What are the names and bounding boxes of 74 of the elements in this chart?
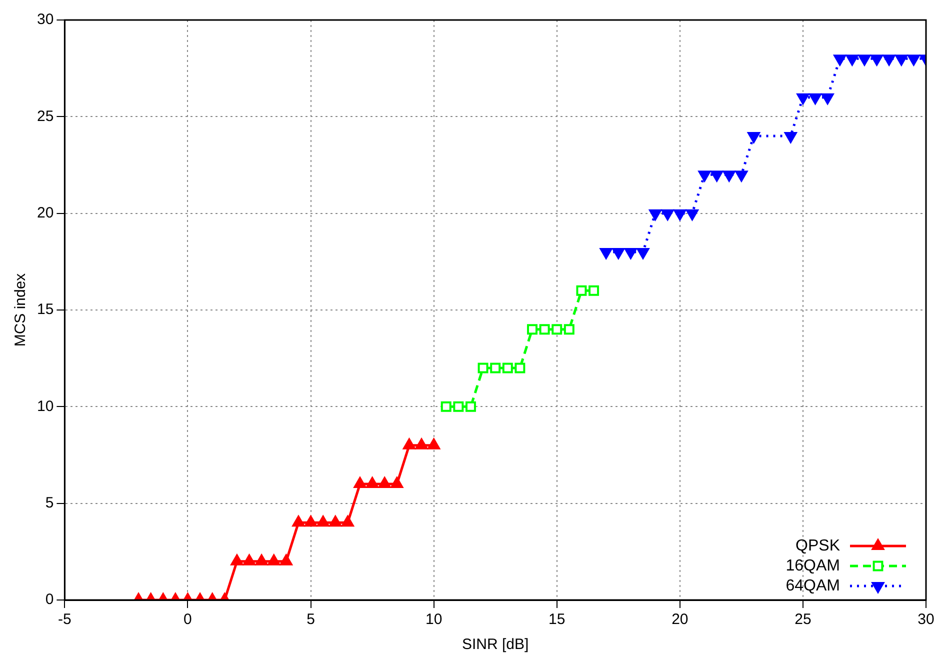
point [403,438,416,450]
x-tick-label: 10 [425,611,442,628]
point [243,554,256,566]
x-tick-label: 30 [918,611,934,628]
point [722,170,736,182]
y-tick-label: 0 [45,591,54,608]
point [612,248,625,259]
point [748,132,760,143]
x-tick-label: 20 [672,611,688,628]
point [796,93,810,104]
point [255,554,268,566]
x-tick-label: 0 [184,611,192,628]
legend-label: 64QAM [786,577,840,594]
point [552,324,562,335]
point [846,54,858,66]
x-axis-title: SINR [dB] [462,636,529,654]
y-tick-label: 20 [36,204,54,222]
point [478,362,488,374]
point [316,516,330,527]
point [440,401,452,412]
x-tick-label: 5 [306,611,315,628]
y-tick-label: 5 [45,494,54,512]
y-tick-label: 10 [36,398,54,415]
x-tick-label: 25 [794,611,812,628]
point [230,554,244,566]
point [280,554,292,566]
point [600,248,612,259]
point [502,362,513,374]
point [378,477,391,488]
y-tick-label: 30 [36,11,54,28]
legend-label: 16QAM [786,557,840,574]
point [710,170,724,182]
point [354,477,366,488]
y-axis-title: MCS index [12,272,30,347]
point [415,438,428,450]
point [366,477,378,488]
point [514,362,526,374]
point [649,209,662,220]
point [329,516,342,527]
point [292,516,305,527]
point [809,93,822,104]
point [341,516,354,527]
point [895,54,908,66]
point [870,54,883,66]
point [390,477,404,488]
x-tick-label: 15 [548,611,566,628]
point [735,170,748,182]
point [821,93,834,104]
point [576,285,587,296]
y-tick-label: 15 [36,301,54,318]
point [527,324,538,335]
point [636,248,650,259]
point [908,54,920,66]
point [304,516,317,527]
point [428,438,440,450]
point [453,401,464,412]
point [661,209,674,220]
point [490,362,501,374]
point [465,401,476,412]
legend-label: QPSK [796,537,840,554]
point [588,285,600,296]
point [858,54,871,66]
point [784,132,797,143]
point [674,209,686,220]
point [834,54,846,66]
point [539,324,550,335]
y-tick-label: 25 [36,108,54,125]
point [624,248,637,259]
point [686,209,698,220]
point [564,324,574,335]
point [698,170,711,182]
point [268,554,280,566]
point [882,54,896,66]
x-tick-label: -5 [58,611,72,628]
